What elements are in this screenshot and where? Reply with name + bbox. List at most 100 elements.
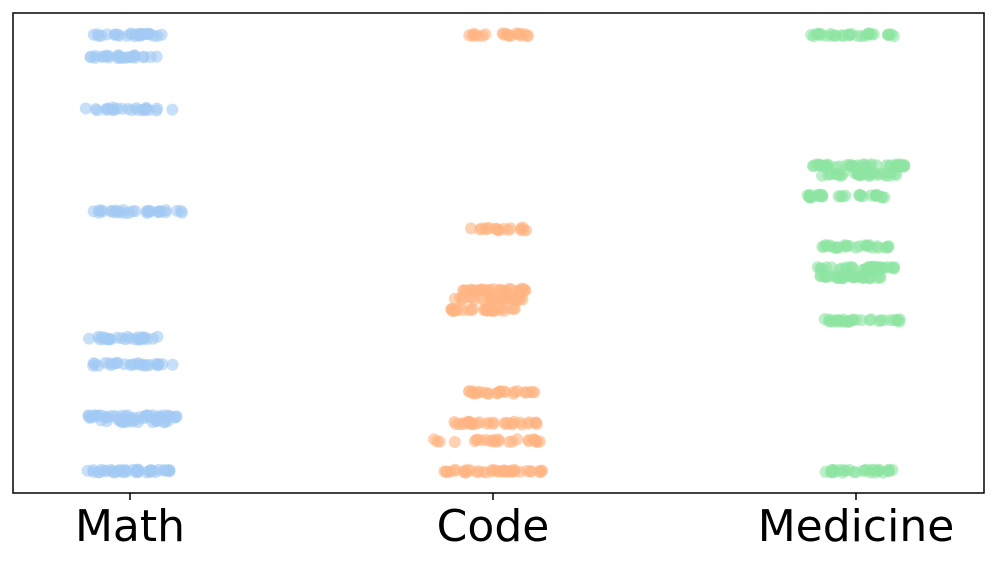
point-medicine-2-22 [824, 168, 837, 181]
point-code-7-21 [448, 436, 461, 448]
point-code-5-25 [481, 387, 494, 400]
point-code-7-16 [493, 434, 506, 447]
point-medicine-4-21 [853, 240, 866, 253]
point-code-1-17 [516, 221, 529, 234]
point-math-5-16 [166, 358, 179, 371]
x-axis-ticks: Math Code Medicine [75, 493, 954, 552]
point-code-8-39 [440, 466, 453, 479]
point-medicine-7-28 [846, 314, 859, 327]
point-medicine-0-21 [863, 27, 876, 40]
point-code-4-24 [447, 303, 460, 316]
point-code-3-29 [476, 293, 489, 306]
point-medicine-8-26 [847, 466, 860, 478]
point-medicine-3-23 [801, 189, 814, 202]
plot-frame [12, 12, 985, 494]
point-medicine-4-25 [840, 239, 853, 252]
point-math-1-19 [150, 50, 163, 63]
point-medicine-8-29 [837, 464, 850, 477]
point-medicine-7-27 [823, 315, 836, 328]
point-code-7-19 [468, 435, 481, 448]
point-code-1-9 [502, 224, 515, 236]
point-math-2-17 [101, 102, 114, 115]
point-math-5-25 [152, 358, 165, 371]
point-code-0-18 [512, 28, 525, 41]
point-code-1-14 [474, 223, 487, 236]
point-medicine-2-24 [835, 169, 848, 182]
point-code-0-17 [521, 30, 534, 43]
point-math-0-16 [91, 28, 104, 41]
point-math-4-24 [98, 331, 111, 344]
point-code-7-23 [433, 435, 446, 448]
x-tick-label-medicine: Medicine [758, 501, 955, 552]
point-math-4-11 [83, 332, 95, 345]
point-math-3-27 [171, 204, 184, 217]
point-math-8-39 [159, 464, 172, 477]
point-code-3-27 [456, 292, 469, 305]
point-math-3-17 [110, 204, 123, 217]
point-math-7-19 [158, 416, 171, 429]
point-medicine-7-10 [863, 314, 876, 327]
point-math-2-22 [122, 102, 134, 115]
point-code-8-32 [520, 465, 533, 477]
point-medicine-2-28 [883, 169, 896, 182]
point-math-3-29 [123, 206, 135, 219]
point-medicine-0-28 [829, 29, 842, 42]
point-code-6-16 [530, 416, 542, 429]
point-medicine-7-8 [874, 314, 887, 327]
point-medicine-6-26 [857, 270, 870, 283]
point-math-1-17 [137, 51, 150, 64]
point-math-3-28 [87, 205, 100, 218]
point-code-7-25 [484, 435, 497, 448]
point-math-1-24 [89, 49, 102, 62]
point-code-4-18 [456, 304, 469, 317]
point-code-8-37 [461, 463, 474, 476]
point-math-3-19 [96, 205, 109, 218]
point-math-1-25 [114, 51, 127, 64]
point-medicine-4-13 [881, 241, 894, 254]
point-math-5-23 [111, 356, 124, 369]
point-math-0-26 [134, 28, 147, 41]
point-code-8-33 [499, 466, 512, 478]
point-math-2-21 [151, 102, 163, 115]
point-math-0-27 [109, 28, 122, 41]
point-medicine-3-26 [832, 190, 845, 203]
point-medicine-3-28 [853, 189, 866, 202]
point-math-2-14 [139, 102, 152, 115]
point-math-7-9 [132, 416, 144, 429]
point-medicine-5-35 [825, 261, 838, 274]
point-code-6-30 [453, 418, 466, 431]
point-code-5-24 [528, 386, 541, 399]
point-medicine-0-29 [842, 28, 855, 41]
point-math-2-3 [79, 102, 92, 115]
point-medicine-6-27 [814, 269, 827, 282]
point-medicine-0-15 [810, 27, 823, 40]
point-code-4-29 [481, 302, 494, 315]
point-code-7-13 [503, 435, 515, 448]
point-math-2-19 [166, 103, 179, 116]
point-medicine-6-16 [874, 271, 887, 284]
point-medicine-3-29 [871, 188, 884, 201]
point-math-7-12 [100, 415, 113, 428]
point-math-2-16 [111, 102, 123, 115]
point-math-8-37 [119, 465, 132, 477]
point-medicine-2-29 [866, 167, 879, 180]
point-medicine-8-17 [886, 463, 899, 476]
point-medicine-6-29 [831, 271, 844, 284]
point-medicine-7-25 [893, 315, 906, 328]
point-code-3-21 [510, 291, 523, 304]
point-code-8-38 [536, 464, 548, 477]
point-math-5-19 [143, 358, 156, 371]
point-math-4-25 [115, 332, 128, 345]
point-medicine-5-37 [887, 262, 900, 275]
point-code-5-21 [493, 385, 506, 398]
point-medicine-2-27 [848, 167, 861, 180]
point-math-8-34 [131, 466, 144, 479]
point-math-7-17 [119, 414, 132, 427]
point-math-8-38 [107, 466, 120, 479]
point-medicine-6-22 [848, 270, 861, 283]
point-code-3-24 [486, 292, 499, 304]
point-code-5-22 [507, 387, 520, 400]
point-code-4-28 [497, 304, 510, 317]
point-medicine-3-27 [816, 190, 829, 203]
